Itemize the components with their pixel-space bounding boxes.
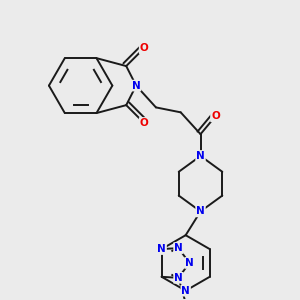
Text: N: N [174, 273, 183, 283]
Text: O: O [140, 43, 148, 53]
Text: N: N [157, 244, 166, 254]
Text: O: O [211, 111, 220, 121]
Text: N: N [185, 258, 194, 268]
Text: N: N [196, 151, 205, 161]
Text: N: N [196, 206, 205, 216]
Text: N: N [181, 286, 190, 296]
Text: O: O [140, 118, 148, 128]
Text: N: N [174, 243, 183, 253]
Text: N: N [132, 81, 140, 91]
